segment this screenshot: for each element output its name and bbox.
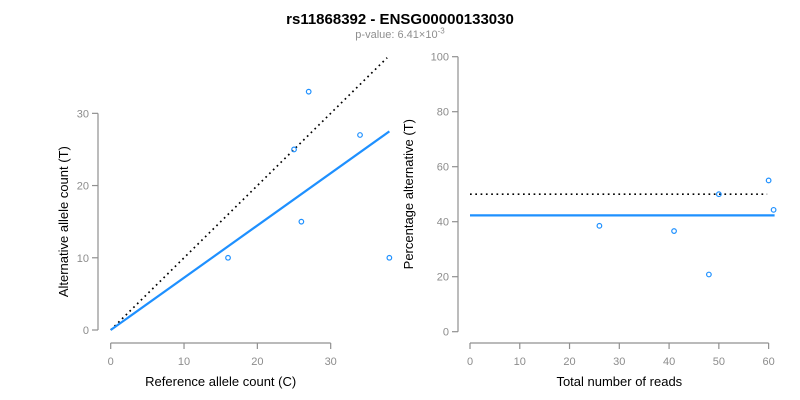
data-point	[671, 228, 677, 234]
data-point	[386, 254, 393, 261]
y-tick-label: 30	[77, 108, 89, 120]
y-tick-label: 80	[437, 107, 449, 119]
data-point	[705, 271, 712, 278]
x-tick-label: 50	[713, 356, 725, 368]
fit-line	[110, 130, 390, 331]
x-tick-label: 0	[467, 356, 473, 368]
pvalue-text: p-value: 6.41×10	[355, 29, 438, 41]
y-tick-label: 100	[431, 52, 449, 64]
y-tick-label: 10	[77, 253, 89, 265]
x-tick-label: 0	[108, 356, 114, 368]
x-axis-title: Reference allele count (C)	[145, 374, 296, 389]
pvalue-exponent: -3	[437, 26, 445, 36]
x-tick-label: 20	[251, 356, 263, 368]
data-point	[298, 218, 305, 225]
identity-line	[110, 57, 388, 331]
data-point	[715, 191, 722, 198]
data-point	[765, 177, 772, 184]
y-tick-label: 60	[437, 162, 449, 174]
y-tick-label: 20	[437, 272, 449, 284]
x-tick-label: 60	[762, 356, 774, 368]
y-tick-label: 20	[77, 181, 89, 193]
x-axis-title: Total number of reads	[556, 374, 682, 389]
y-tick-label: 0	[443, 327, 449, 339]
x-tick-label: 40	[663, 356, 675, 368]
x-tick-label: 10	[178, 356, 190, 368]
data-point	[357, 132, 363, 138]
figure-title: rs11868392 - ENSG00000133030	[286, 11, 514, 28]
x-tick-label: 20	[563, 356, 575, 368]
x-tick-label: 10	[514, 356, 526, 368]
left-plot: 0 10 20 30 0 10 20 30 Reference allele count (C)…	[56, 57, 393, 389]
y-axis-title: Alternative allele count (T)	[56, 146, 71, 297]
data-point	[305, 88, 312, 95]
y-tick-label: 40	[437, 217, 449, 229]
data-point	[770, 206, 777, 213]
x-tick-label: 30	[325, 356, 337, 368]
data-point	[596, 222, 603, 229]
data-point	[225, 254, 231, 261]
y-tick-label: 0	[83, 325, 89, 337]
x-tick-label: 30	[613, 356, 625, 368]
y-axis-title: Percentage alternative (T)	[401, 119, 416, 269]
right-plot: 0 20 40 60 80 100 0 10 20 30 40 50 60 Total number of…	[401, 52, 777, 389]
figure-subtitle: p-value: 6.41×10-3	[0, 26, 800, 41]
data-point	[291, 146, 297, 153]
